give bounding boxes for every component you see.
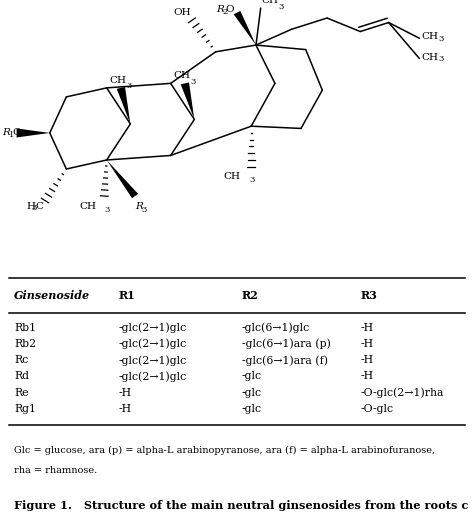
Text: -H: -H <box>360 323 374 333</box>
Text: -H: -H <box>118 404 132 414</box>
Text: CH: CH <box>109 76 126 85</box>
Text: 3: 3 <box>438 34 443 43</box>
Text: Glc = glucose, ara (p) = alpha-L arabinopyranose, ara (f) = alpha-L arabinofuran: Glc = glucose, ara (p) = alpha-L arabino… <box>14 446 435 454</box>
Text: CH: CH <box>173 71 190 80</box>
Text: -glc: -glc <box>242 371 262 382</box>
Text: CH: CH <box>262 0 279 5</box>
Text: -glc: -glc <box>242 388 262 398</box>
Text: Figure 1.   Structure of the main neutral ginsenosides from the roots c: Figure 1. Structure of the main neutral … <box>14 500 469 511</box>
Text: -H: -H <box>360 339 374 349</box>
Text: O: O <box>226 5 234 15</box>
Text: -O-glc: -O-glc <box>360 404 393 414</box>
Text: R3: R3 <box>360 290 377 301</box>
Text: rha = rhamnose.: rha = rhamnose. <box>14 465 98 475</box>
Text: 3: 3 <box>249 176 255 184</box>
Text: Rb2: Rb2 <box>14 339 36 349</box>
Text: Re: Re <box>14 388 29 398</box>
Text: R: R <box>2 128 10 137</box>
Text: -glc: -glc <box>242 404 262 414</box>
Text: 3: 3 <box>32 204 37 212</box>
Text: -glc(2→1)glc: -glc(2→1)glc <box>118 322 187 333</box>
Text: 2: 2 <box>222 7 228 16</box>
Text: R1: R1 <box>118 290 135 301</box>
Text: -glc(2→1)glc: -glc(2→1)glc <box>118 339 187 349</box>
Text: 3: 3 <box>126 82 131 90</box>
Text: CH: CH <box>224 172 241 181</box>
Text: 3: 3 <box>279 3 284 11</box>
Text: R: R <box>135 202 143 211</box>
Text: CH: CH <box>421 53 438 62</box>
Polygon shape <box>107 160 138 198</box>
Polygon shape <box>17 128 50 137</box>
Text: Rc: Rc <box>14 355 28 365</box>
Text: -H: -H <box>360 371 374 382</box>
Text: CH: CH <box>79 202 96 211</box>
Text: -glc(6→1)ara (p): -glc(6→1)ara (p) <box>242 339 331 349</box>
Polygon shape <box>181 82 194 120</box>
Text: 3: 3 <box>190 78 195 86</box>
Text: O: O <box>12 128 21 137</box>
Text: R2: R2 <box>242 290 258 301</box>
Text: CH: CH <box>421 32 438 42</box>
Text: Ginsenoside: Ginsenoside <box>14 290 91 301</box>
Text: -H: -H <box>118 388 132 398</box>
Text: -glc(2→1)glc: -glc(2→1)glc <box>118 371 187 382</box>
Text: Rd: Rd <box>14 371 29 382</box>
Text: -glc(2→1)glc: -glc(2→1)glc <box>118 355 187 366</box>
Text: -glc(6→1)ara (f): -glc(6→1)ara (f) <box>242 355 328 366</box>
Text: 1: 1 <box>9 131 14 138</box>
Text: -H: -H <box>360 355 374 365</box>
Polygon shape <box>117 87 130 124</box>
Text: C: C <box>35 202 43 211</box>
Text: -O-glc(2→1)rha: -O-glc(2→1)rha <box>360 387 444 398</box>
Polygon shape <box>234 11 256 45</box>
Text: H: H <box>26 202 35 211</box>
Text: Rg1: Rg1 <box>14 404 36 414</box>
Text: 3: 3 <box>105 205 110 214</box>
Text: 3: 3 <box>438 55 443 63</box>
Text: Rb1: Rb1 <box>14 323 36 333</box>
Text: R: R <box>216 5 224 15</box>
Text: OH: OH <box>173 8 191 17</box>
Text: -glc(6→1)glc: -glc(6→1)glc <box>242 322 310 333</box>
Text: 3: 3 <box>142 205 147 214</box>
